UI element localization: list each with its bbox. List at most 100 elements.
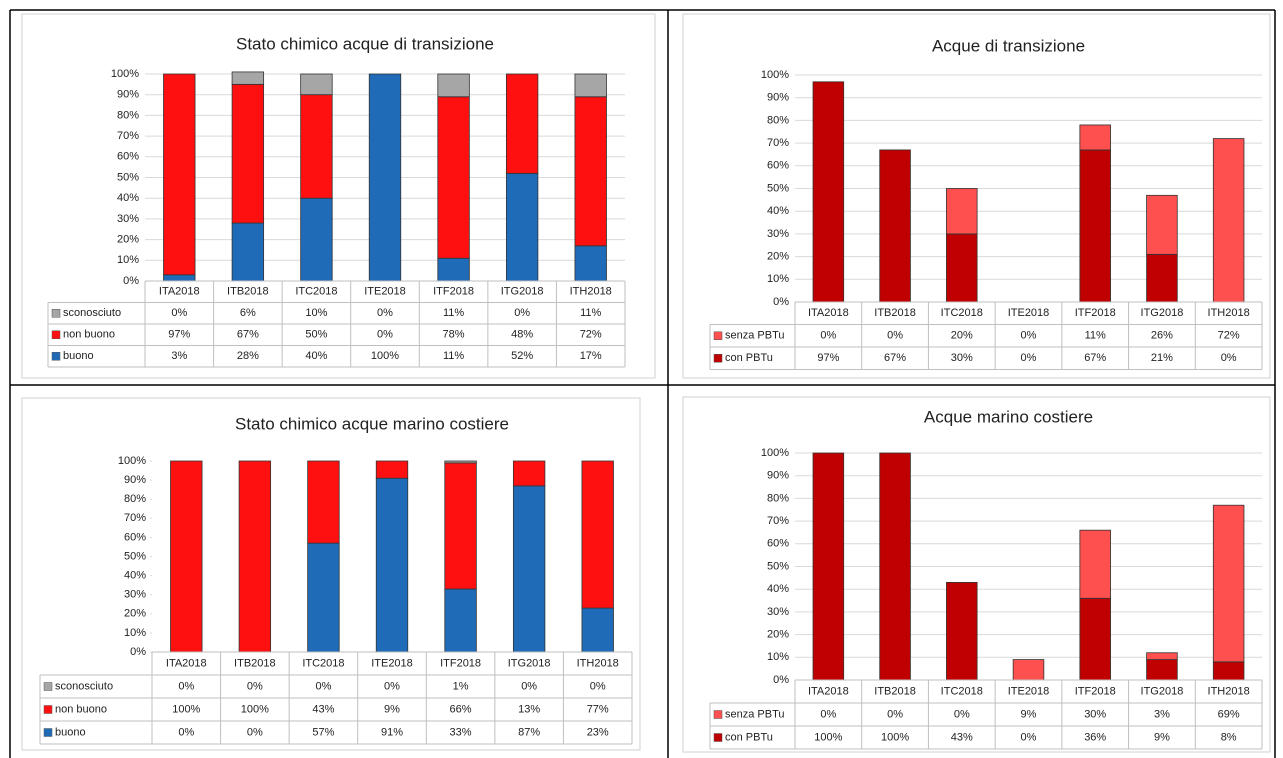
- data-label: 0%: [377, 329, 393, 341]
- y-tick-label: 20%: [767, 629, 789, 641]
- data-label: 87%: [518, 726, 540, 738]
- data-label: 100%: [241, 703, 269, 715]
- data-label: 57%: [312, 726, 334, 738]
- bar-segment: [512, 485, 546, 653]
- y-tick-label: 20%: [767, 251, 789, 263]
- bar-segment: [1079, 597, 1111, 681]
- legend-label: senza PBTu: [725, 330, 785, 342]
- legend-label: sconosciuto: [63, 307, 121, 319]
- data-label: 0%: [887, 708, 903, 720]
- bar-segment: [1079, 529, 1111, 599]
- bar-segment: [444, 460, 477, 464]
- legend-swatch: [51, 309, 61, 318]
- x-tick-label: ITB2018: [227, 286, 269, 298]
- y-tick-label: 20%: [117, 234, 139, 246]
- legend-label: buono: [55, 726, 86, 738]
- y-tick-label: 100%: [118, 455, 146, 467]
- x-tick-label: ITA2018: [808, 307, 849, 319]
- data-label: 0%: [820, 330, 836, 342]
- bar-segment: [946, 188, 978, 235]
- data-label: 8%: [1221, 731, 1237, 743]
- bar-segment: [437, 73, 470, 98]
- data-label: 0%: [247, 726, 263, 738]
- bar-segment: [163, 274, 196, 282]
- y-tick-label: 80%: [117, 109, 139, 121]
- data-label: 6%: [240, 307, 256, 319]
- chart-title: Stato chimico acque di transizione: [236, 34, 494, 53]
- x-tick-label: ITH2018: [577, 657, 619, 669]
- bar-segment: [437, 257, 470, 282]
- x-tick-label: ITC2018: [941, 685, 983, 697]
- data-label: 77%: [587, 703, 609, 715]
- y-tick-label: 80%: [124, 493, 146, 505]
- chart-title: Acque di transizione: [932, 36, 1085, 55]
- x-tick-label: ITH2018: [570, 286, 612, 298]
- x-tick-label: ITE2018: [364, 286, 406, 298]
- data-label: 0%: [171, 307, 187, 319]
- data-label: 20%: [951, 330, 973, 342]
- bar-segment: [1079, 149, 1111, 303]
- bar-segment: [879, 149, 911, 303]
- bar-segment: [1079, 124, 1111, 151]
- y-tick-label: 10%: [117, 254, 139, 266]
- y-tick-label: 10%: [767, 273, 789, 285]
- x-tick-label: ITE2018: [1008, 685, 1050, 697]
- bar-segment: [231, 222, 265, 282]
- y-tick-label: 90%: [767, 470, 789, 482]
- bar-segment: [574, 73, 607, 98]
- bar-segment: [444, 588, 477, 653]
- chart-title: Acque marino costiere: [924, 407, 1093, 426]
- data-label: 21%: [1151, 352, 1173, 364]
- y-tick-label: 30%: [117, 213, 139, 225]
- data-label: 67%: [884, 352, 906, 364]
- data-label: 30%: [951, 352, 973, 364]
- data-label: 0%: [521, 680, 537, 692]
- legend-swatch: [713, 710, 723, 719]
- data-label: 17%: [580, 350, 602, 362]
- bar-segment: [231, 71, 265, 85]
- bar-segment: [879, 452, 911, 681]
- bar-segment: [505, 73, 539, 174]
- data-label: 72%: [1218, 330, 1240, 342]
- x-tick-label: ITH2018: [1208, 307, 1250, 319]
- y-tick-label: 50%: [767, 182, 789, 194]
- chart-box: [21, 13, 656, 379]
- data-label: 48%: [511, 329, 533, 341]
- data-label: 43%: [951, 731, 973, 743]
- data-label: 100%: [371, 350, 399, 362]
- y-tick-label: 100%: [111, 68, 139, 80]
- data-label: 97%: [168, 329, 190, 341]
- y-tick-label: 30%: [767, 228, 789, 240]
- legend-label: buono: [63, 350, 94, 362]
- data-label: 0%: [1021, 731, 1037, 743]
- data-label: 78%: [443, 329, 465, 341]
- x-tick-label: ITA2018: [166, 657, 207, 669]
- legend-swatch: [51, 330, 61, 339]
- y-tick-label: 70%: [117, 130, 139, 142]
- y-tick-label: 50%: [117, 171, 139, 183]
- bar-segment: [375, 477, 409, 653]
- y-tick-label: 60%: [117, 151, 139, 163]
- bar-segment: [1146, 659, 1178, 681]
- bar-segment: [1146, 194, 1178, 255]
- data-label: 36%: [1084, 731, 1106, 743]
- data-label: 40%: [305, 350, 327, 362]
- data-label: 100%: [172, 703, 200, 715]
- x-tick-label: ITH2018: [1208, 685, 1250, 697]
- legend-swatch: [43, 728, 53, 737]
- data-label: 0%: [247, 680, 263, 692]
- y-tick-label: 90%: [767, 92, 789, 104]
- y-tick-label: 0%: [773, 296, 789, 308]
- x-tick-label: ITA2018: [808, 685, 849, 697]
- data-label: 0%: [384, 680, 400, 692]
- bar-segment: [581, 460, 614, 609]
- bar-segment: [581, 607, 614, 653]
- data-label: 0%: [178, 680, 194, 692]
- data-label: 9%: [1021, 708, 1037, 720]
- x-tick-label: ITF2018: [1075, 307, 1116, 319]
- x-tick-label: ITB2018: [234, 657, 276, 669]
- data-label: 10%: [305, 307, 327, 319]
- y-tick-label: 40%: [124, 570, 146, 582]
- bar-segment: [300, 94, 333, 199]
